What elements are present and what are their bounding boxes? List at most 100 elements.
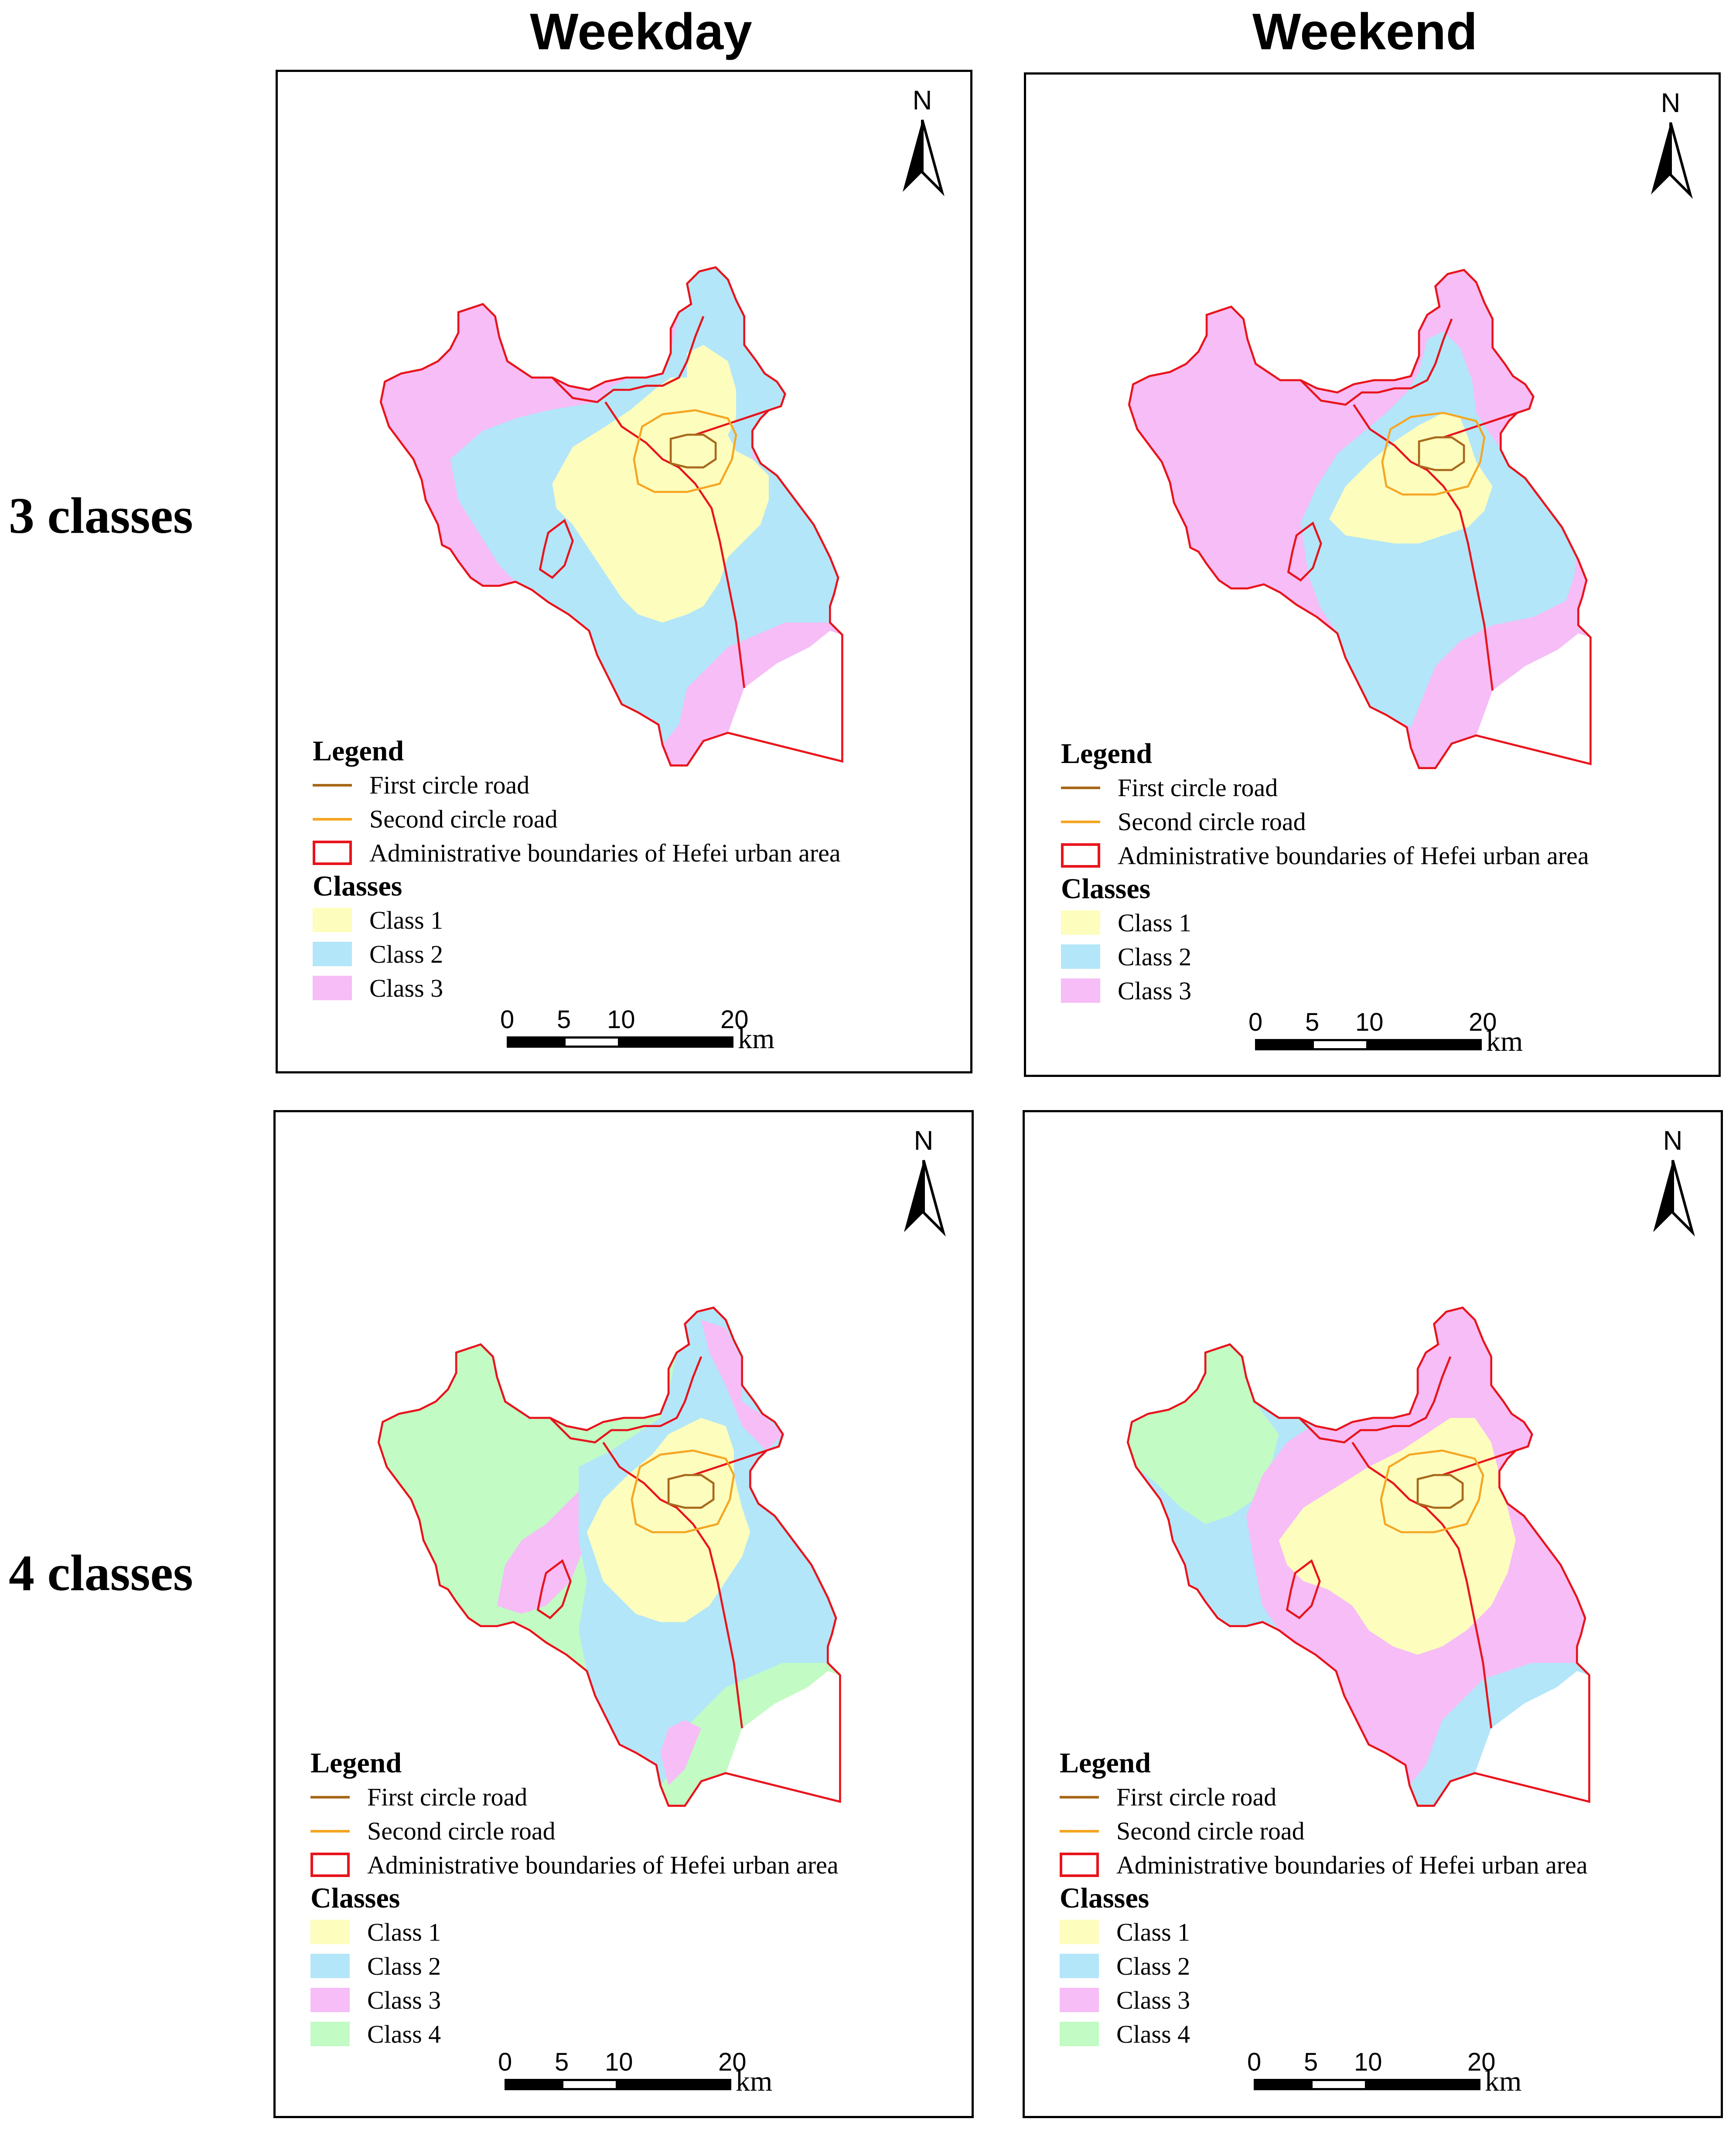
scale-tick-label: 0 <box>1248 1008 1263 1036</box>
class-1-region <box>1329 412 1493 544</box>
legend-second-circle-road-swatch <box>1060 1819 1099 1843</box>
district-boundary <box>1442 1449 1516 1476</box>
admin-boundary-outline <box>1128 269 1592 769</box>
scale-unit: km <box>1485 2065 1522 2097</box>
legend-admin-boundary-label: Administrative boundaries of Hefei urban… <box>1118 841 1589 870</box>
legend-class-3-label: Class 3 <box>1116 1986 1190 2014</box>
legend-class-2: Class 2 <box>310 1949 839 1983</box>
scale-tick-label: 20 <box>718 2048 747 2076</box>
scale-tick-label: 5 <box>1304 2048 1318 2076</box>
legend-class-1-swatch <box>1060 1920 1099 1944</box>
scale-bar-segment <box>1255 1039 1312 1050</box>
legend-class-4-label: Class 4 <box>367 2020 441 2048</box>
first-circle-road <box>667 1474 715 1509</box>
scale-tick-label: 0 <box>500 1005 515 1034</box>
enclave-boundary <box>539 519 574 579</box>
scale-tick-label: 10 <box>605 2048 633 2076</box>
legend-first-circle-road-swatch <box>1060 1785 1099 1809</box>
north-arrow-icon: N <box>892 85 953 198</box>
class-4-region <box>1128 1344 1279 1524</box>
legend-class-3-swatch <box>313 976 352 1000</box>
legend-class-2-swatch <box>1061 944 1100 969</box>
lake-area <box>1476 633 1591 764</box>
legend-class-2-swatch <box>1060 1954 1099 1978</box>
second-circle-road <box>1381 412 1486 496</box>
legend-admin-boundary-label: Administrative boundaries of Hefei urban… <box>369 838 841 867</box>
scale-bar: 0 5 10 20 km <box>1248 1008 1562 1057</box>
legend-first-circle-road-label: First circle road <box>369 770 530 799</box>
legend-second-circle-road-label: Second circle road <box>367 1816 556 1845</box>
legend-class-1: Class 1 <box>1060 1915 1588 1949</box>
legend-class-3-label: Class 3 <box>1118 976 1192 1005</box>
scale-bar-segment <box>561 2079 618 2090</box>
legend-first-circle-road: First circle road <box>1060 1780 1588 1814</box>
second-circle-road <box>633 409 737 493</box>
scale-bar-segment <box>1367 2079 1480 2090</box>
legend-class-3: Class 3 <box>313 971 841 1005</box>
legend-class-3-label: Class 3 <box>369 974 443 1002</box>
north-label: N <box>914 1126 934 1156</box>
legend-first-circle-road-label: First circle road <box>1118 773 1278 802</box>
first-circle-road <box>1416 1474 1464 1509</box>
legend-first-circle-road-label: First circle road <box>1116 1782 1277 1811</box>
first-circle-road <box>1418 436 1465 471</box>
legend-second-circle-road: Second circle road <box>1060 1814 1588 1848</box>
legend-class-1: Class 1 <box>1061 906 1589 940</box>
north-arrow-icon: N <box>893 1125 954 1239</box>
legend-class-2: Class 2 <box>1061 940 1589 974</box>
district-boundary <box>1353 404 1494 691</box>
district-boundary <box>1351 1441 1493 1728</box>
scale-unit: km <box>738 1023 775 1055</box>
legend-classes-heading: Classes <box>1061 873 1151 905</box>
north-label: N <box>1661 88 1681 118</box>
scale-bar-segment <box>505 2079 561 2090</box>
north-label: N <box>1663 1126 1683 1156</box>
admin-boundary-outline <box>379 266 843 767</box>
district-boundary <box>692 1449 767 1476</box>
legend-class-4-label: Class 4 <box>1116 2020 1190 2048</box>
scale-tick-label: 5 <box>555 2048 569 2076</box>
legend-class-1-label: Class 1 <box>1118 908 1192 937</box>
legend-class-2-label: Class 2 <box>369 940 443 968</box>
legend-first-circle-road-swatch <box>1061 775 1100 800</box>
class-3-region <box>497 1483 604 1614</box>
legend-class-2-swatch <box>310 1954 350 1978</box>
legend-heading: Legend <box>1061 738 1153 770</box>
legend-classes-heading: Classes <box>313 870 402 902</box>
legend-first-circle-road-swatch <box>310 1785 350 1809</box>
scale-bar-segment <box>618 2079 731 2090</box>
scale-tick-label: 0 <box>1247 2048 1262 2076</box>
legend-class-2-swatch <box>313 942 352 966</box>
legend-class-1: Class 1 <box>310 1915 839 1949</box>
map-graphic <box>377 1306 841 1807</box>
scale-unit: km <box>736 2065 773 2097</box>
map-legend: Legend First circle road Second circle roa… <box>1060 1747 1588 2051</box>
legend-class-3-swatch <box>310 1988 350 2012</box>
scale-bar-segment <box>563 1036 620 1048</box>
column-title-weekday: Weekday <box>530 3 752 61</box>
class-1-region <box>1279 1417 1516 1655</box>
legend-first-circle-road: First circle road <box>313 768 841 802</box>
scale-tick-label: 0 <box>498 2048 512 2076</box>
legend-class-1-label: Class 1 <box>369 906 443 934</box>
map-panel-weekend-4-classes: N Legend First circle road Second circle ro… <box>1023 1110 1723 2118</box>
district-boundary <box>1299 318 1453 406</box>
legend-second-circle-road: Second circle road <box>1061 804 1589 838</box>
north-arrow-icon: N <box>1642 1125 1703 1239</box>
map-panel-weekend-3-classes: N Legend First circle road Second circle ro… <box>1024 72 1721 1077</box>
legend-admin-boundary: Administrative boundaries of Hefei urban… <box>313 836 841 870</box>
scale-bar-segment <box>1254 2079 1310 2090</box>
district-boundary <box>1443 412 1518 439</box>
legend-class-3: Class 3 <box>310 1983 839 2017</box>
map-legend: Legend First circle road Second circle roa… <box>313 735 841 1005</box>
map-graphic <box>379 266 843 767</box>
legend-class-3-label: Class 3 <box>367 1986 441 2014</box>
scale-tick-label: 20 <box>1467 2048 1496 2076</box>
legend-class-4: Class 4 <box>1060 2017 1588 2051</box>
column-title-weekend: Weekend <box>1252 3 1477 61</box>
lake-area <box>726 1671 840 1802</box>
scale-bar: 0 5 10 20 km <box>500 1005 814 1055</box>
enclave-boundary <box>1286 1559 1321 1619</box>
second-circle-road <box>631 1449 735 1533</box>
first-circle-road <box>669 433 717 469</box>
